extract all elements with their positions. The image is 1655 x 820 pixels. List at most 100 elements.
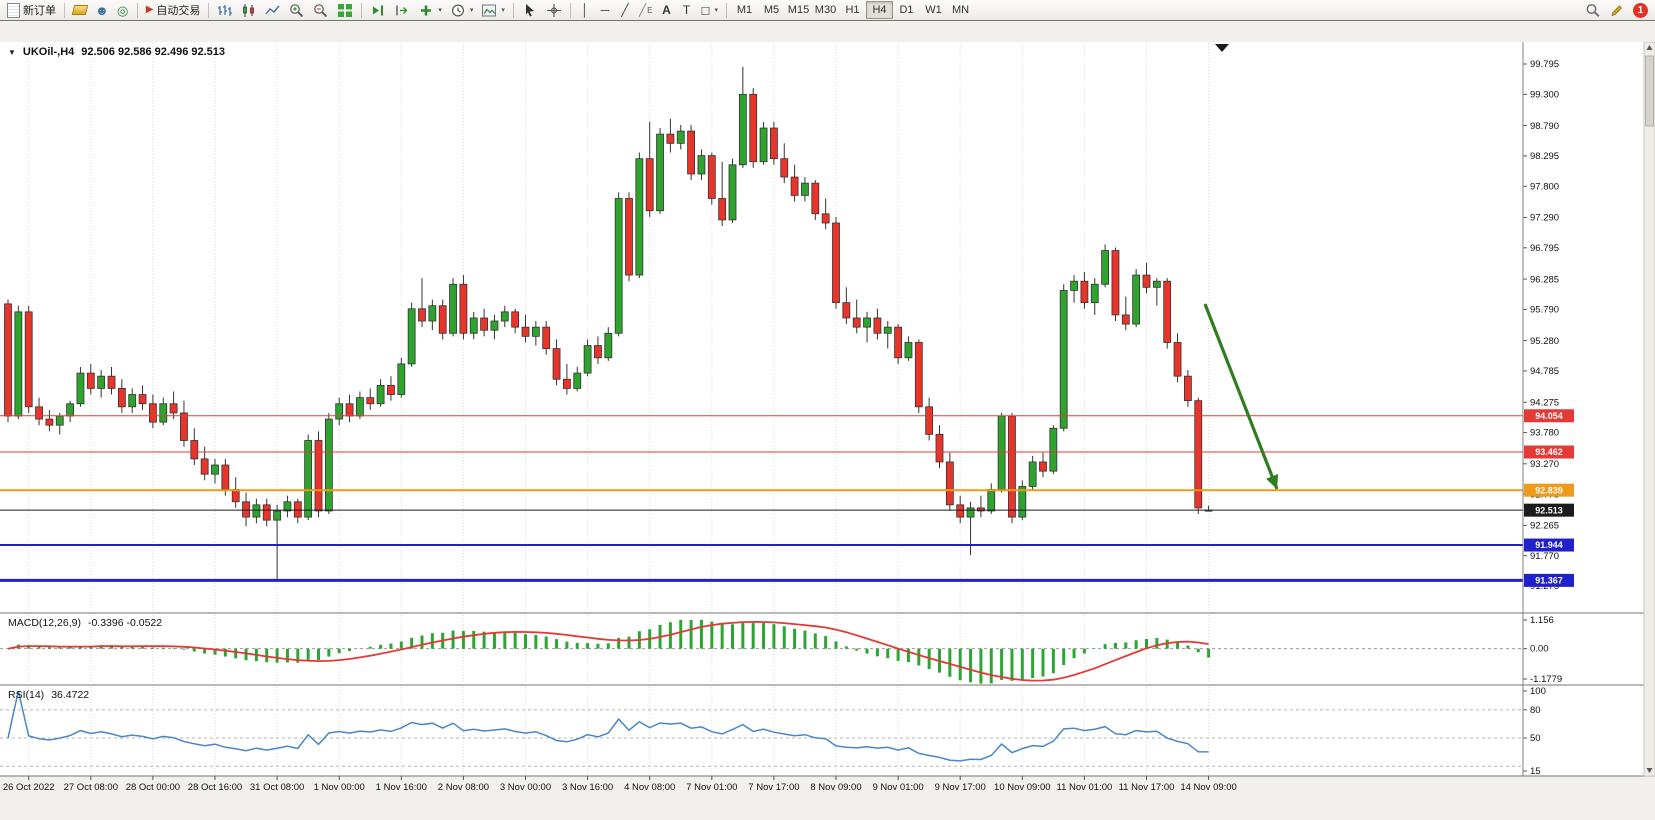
time-axis-strip [0, 776, 1655, 820]
bar-chart-mode-button[interactable] [213, 1, 237, 19]
edit-button[interactable] [1605, 1, 1629, 19]
toolbar-separator [726, 2, 727, 18]
time-axis [28, 776, 1210, 780]
channel-e-label: E [647, 5, 653, 15]
time-axis-label: 8 Nov 09:00 [810, 782, 861, 793]
price-tick-label: 99.300 [1530, 90, 1559, 101]
tile-windows-icon [338, 3, 353, 17]
price-tick-label: 92.265 [1530, 521, 1559, 532]
scrollbar-thumb[interactable] [1645, 55, 1654, 127]
period-menu-button[interactable]: ▾ [446, 1, 478, 19]
horizontal-line-tool-button[interactable]: ─ [595, 1, 615, 19]
line-chart-icon [265, 5, 280, 14]
time-axis-label: 28 Oct 16:00 [188, 782, 242, 793]
price-tick-label: 96.285 [1530, 274, 1559, 285]
crosshair-icon [546, 3, 561, 17]
macd-histogram [16, 619, 1211, 684]
macd-scale-label: 1.156 [1530, 615, 1554, 626]
price-level-label-text: 92.839 [1535, 485, 1563, 495]
shapes-tool-button[interactable]: ◻ ▾ [697, 1, 722, 19]
price-tick-label: 95.280 [1530, 336, 1559, 347]
vertical-line-tool-button[interactable]: │ [575, 1, 595, 19]
timeframe-m30[interactable]: M30 [812, 1, 839, 19]
trend-arrow-line [1203, 303, 1279, 490]
auto-scroll-icon [373, 5, 384, 15]
time-axis-label: 2 Nov 08:00 [438, 782, 489, 793]
toolbar-separator [512, 2, 514, 18]
template-icon [482, 4, 497, 16]
cursor-tool-button[interactable] [518, 1, 542, 19]
price-level-label-text: 92.513 [1535, 505, 1563, 515]
timeframe-m1[interactable]: M1 [731, 1, 758, 19]
search-button[interactable] [1581, 1, 1605, 19]
time-axis-label: 28 Oct 00:00 [126, 782, 180, 793]
price-tick-label: 91.770 [1530, 551, 1559, 562]
candlestick-mode-button[interactable] [237, 1, 261, 19]
zoom-out-button[interactable] [309, 1, 333, 19]
price-tick-label: 97.290 [1530, 213, 1559, 224]
timeframe-d1[interactable]: D1 [893, 1, 920, 19]
line-chart-mode-button[interactable] [261, 1, 285, 19]
price-tick-label: 94.275 [1530, 397, 1559, 408]
timeframe-h1[interactable]: H1 [839, 1, 866, 19]
label-tool-button[interactable]: T [677, 1, 697, 19]
timeframe-h4[interactable]: H4 [866, 1, 893, 19]
zoom-in-icon [290, 3, 304, 17]
market-watch-button[interactable] [69, 1, 91, 19]
time-axis-label: 3 Nov 00:00 [500, 782, 551, 793]
zoom-in-button[interactable] [285, 1, 309, 19]
chart-shift-button[interactable] [390, 1, 414, 19]
time-axis-label: 9 Nov 17:00 [935, 782, 986, 793]
chevron-down-icon: ▾ [501, 7, 505, 14]
time-axis-label: 1 Nov 00:00 [314, 782, 365, 793]
rsi-scale-label: 80 [1530, 705, 1541, 716]
text-tool-button[interactable]: A [657, 1, 677, 19]
accounts-button[interactable]: ☻ [91, 1, 113, 19]
pencil-icon [1611, 4, 1623, 16]
notification-badge: 1 [1633, 2, 1648, 18]
new-order-button[interactable]: 新订单 [3, 1, 60, 19]
price-tick-label: 97.800 [1530, 181, 1559, 192]
auto-scroll-button[interactable] [366, 1, 390, 19]
headset-icon: ◎ [117, 2, 129, 18]
time-axis-label: 10 Nov 09:00 [994, 782, 1051, 793]
crosshair-tool-button[interactable] [542, 1, 566, 19]
auto-trading-button[interactable]: ▶ 自动交易 [142, 1, 205, 19]
label-tool-icon: T [682, 3, 691, 17]
support-button[interactable]: ◎ [113, 1, 133, 19]
timeframe-w1[interactable]: W1 [920, 1, 947, 19]
price-tick-label: 93.780 [1530, 428, 1559, 439]
price-tick-label: 94.785 [1530, 366, 1559, 377]
candles-layer [4, 66, 1213, 582]
time-axis-label: 27 Oct 08:00 [64, 782, 118, 793]
rsi-scale-label: 100 [1530, 686, 1546, 697]
chevron-down-icon: ▾ [714, 7, 718, 14]
shapes-icon: ◻ [700, 3, 711, 17]
template-menu-button[interactable]: ▾ [477, 1, 509, 19]
new-order-label: 新订单 [23, 5, 56, 17]
notification-button[interactable]: 1 [1629, 1, 1652, 19]
horizontal-line-icon: ─ [600, 3, 610, 17]
macd-signal-line [7, 620, 1209, 682]
price-tick-label: 95.790 [1530, 305, 1559, 316]
time-axis-label: 3 Nov 16:00 [562, 782, 613, 793]
add-indicator-button[interactable]: ▾ [414, 1, 446, 19]
vertical-scrollbar[interactable] [1643, 42, 1655, 777]
timeframe-m5[interactable]: M5 [758, 1, 785, 19]
toolbar-separator [136, 2, 138, 18]
trendline-tool-button[interactable]: ╱ [615, 1, 635, 19]
scrollbar-up-arrow[interactable] [1646, 45, 1653, 50]
chart-canvas[interactable]: 99.795 99.300 98.790 98.295 97.800 97.290 96.7… [0, 42, 1655, 820]
cursor-icon [525, 3, 534, 16]
price-tick-label: 99.795 [1530, 59, 1559, 70]
macd-scale-label: 0.00 [1530, 644, 1549, 655]
timeframe-m15[interactable]: M15 [785, 1, 812, 19]
scrollbar-down-arrow[interactable] [1646, 768, 1653, 773]
timeframe-mn[interactable]: MN [947, 1, 974, 19]
zoom-out-icon [314, 3, 328, 17]
price-levels-layer [0, 409, 1574, 587]
tile-windows-button[interactable] [333, 1, 357, 19]
time-axis-label: 7 Nov 17:00 [748, 782, 799, 793]
channel-tool-button[interactable]: ╱ E [635, 1, 657, 19]
